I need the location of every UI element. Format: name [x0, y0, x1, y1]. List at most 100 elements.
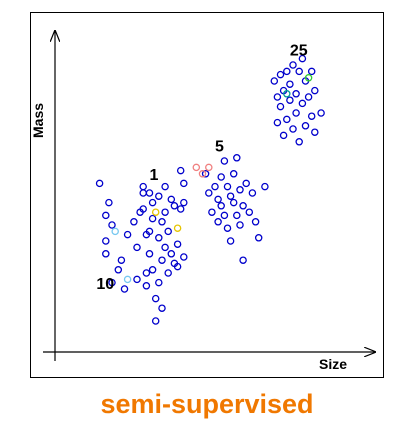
data-point — [304, 93, 313, 101]
data-point — [148, 198, 157, 207]
data-point — [176, 205, 185, 213]
data-point — [286, 96, 294, 104]
data-point — [161, 182, 169, 191]
data-point — [286, 80, 294, 88]
data-point — [164, 269, 172, 277]
data-point — [223, 182, 232, 191]
data-point — [130, 218, 138, 226]
data-point — [173, 262, 182, 271]
data-point — [214, 195, 222, 204]
data-point — [289, 125, 297, 133]
data-point — [167, 250, 176, 258]
data-point — [289, 61, 297, 69]
data-point — [133, 275, 141, 284]
data-point — [205, 189, 213, 197]
data-point — [270, 77, 279, 85]
data-point — [208, 208, 216, 216]
data-point — [298, 99, 307, 108]
data-point — [248, 189, 257, 197]
data-point — [261, 182, 269, 191]
data-point — [236, 221, 244, 229]
data-point — [117, 256, 126, 264]
data-point — [311, 128, 319, 136]
data-point — [102, 237, 110, 245]
data-point — [139, 182, 147, 191]
data-point — [173, 240, 182, 248]
data-point — [307, 67, 316, 76]
data-point — [211, 182, 219, 191]
data-point — [148, 266, 157, 274]
data-point — [301, 122, 310, 130]
data-point — [158, 256, 166, 264]
data-point — [233, 154, 241, 162]
data-point — [242, 179, 250, 188]
data-point — [108, 278, 116, 287]
data-point — [205, 163, 213, 172]
data-point — [111, 227, 119, 236]
data-point — [180, 179, 188, 188]
points-layer — [95, 54, 325, 325]
data-point — [158, 304, 166, 312]
data-point — [276, 102, 285, 111]
data-point — [273, 93, 282, 101]
data-point — [133, 243, 141, 252]
data-point — [151, 294, 160, 303]
data-point — [283, 115, 291, 124]
data-point — [311, 86, 319, 95]
data-point — [304, 74, 313, 82]
data-point — [148, 214, 157, 223]
data-point — [151, 317, 160, 325]
data-point — [108, 221, 116, 229]
data-point — [180, 198, 188, 207]
data-point — [226, 237, 235, 245]
data-point — [239, 202, 247, 210]
data-point — [192, 163, 201, 172]
cluster-label: 5 — [215, 138, 224, 155]
data-point — [236, 186, 244, 194]
data-point — [158, 218, 166, 226]
data-point — [139, 205, 147, 213]
data-point — [226, 192, 235, 200]
data-point — [95, 179, 104, 188]
data-point — [142, 269, 151, 277]
data-point — [139, 189, 147, 197]
data-point — [283, 90, 291, 98]
data-point — [220, 157, 229, 165]
y-axis-label: Mass — [31, 103, 46, 138]
cluster-label: 25 — [290, 42, 308, 59]
data-point — [164, 227, 172, 236]
data-point — [161, 208, 169, 216]
data-point — [217, 173, 225, 181]
data-point — [233, 211, 241, 220]
data-point — [201, 170, 210, 178]
data-point — [307, 112, 316, 120]
data-point — [114, 266, 123, 274]
data-point — [102, 250, 110, 258]
data-point — [170, 202, 179, 210]
data-point — [145, 189, 154, 197]
data-point — [167, 195, 176, 204]
data-point — [214, 218, 222, 226]
data-point — [120, 285, 129, 293]
data-point — [123, 230, 132, 239]
data-point — [180, 253, 188, 261]
data-point — [123, 275, 132, 284]
data-point — [276, 70, 285, 79]
data-point — [245, 208, 254, 216]
data-point — [155, 234, 163, 242]
data-point — [102, 211, 110, 220]
data-point — [292, 109, 300, 117]
data-point — [142, 282, 151, 290]
data-point — [292, 90, 300, 98]
data-point — [173, 224, 182, 232]
data-point — [295, 67, 303, 76]
data-point — [279, 131, 288, 140]
data-point — [155, 192, 163, 200]
data-point — [176, 166, 185, 175]
data-point — [229, 198, 238, 207]
data-point — [198, 170, 207, 178]
data-point — [254, 234, 263, 242]
data-point — [283, 67, 291, 76]
data-point — [273, 118, 282, 127]
data-point — [298, 54, 307, 63]
